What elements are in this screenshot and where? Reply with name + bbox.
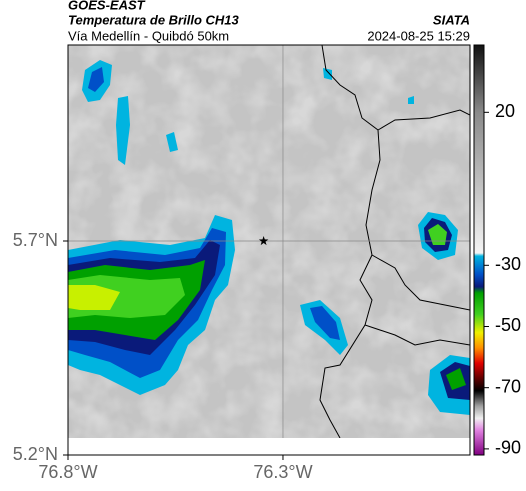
location-marker: [258, 236, 269, 246]
source: SIATA: [433, 12, 470, 27]
colorbar-tick-label: -70: [495, 376, 521, 396]
y-tick-label: 5.2°N: [13, 444, 58, 464]
x-tick-label: 76.8°W: [38, 462, 97, 482]
y-tick-label: 5.7°N: [13, 230, 58, 250]
colorbar: [473, 44, 485, 456]
subtitle: Temperatura de Brillo CH13: [68, 12, 240, 27]
cold-cloud: [68, 60, 470, 415]
colorbar-tick-label: -50: [495, 315, 521, 335]
datetime: 2024-08-25 15:29: [367, 28, 470, 43]
route: Vía Medellín - Quibdó 50km: [68, 28, 229, 43]
map-field: [68, 45, 470, 438]
colorbar-tick-label: 20: [495, 101, 515, 121]
x-tick-label: 76.3°W: [253, 462, 312, 482]
map-frame: [67, 44, 471, 456]
colorbar-tick-label: -30: [495, 254, 521, 274]
title: GOES-EAST: [68, 0, 146, 12]
colorbar-tick-label: -90: [495, 438, 521, 458]
borders: [319, 45, 470, 438]
